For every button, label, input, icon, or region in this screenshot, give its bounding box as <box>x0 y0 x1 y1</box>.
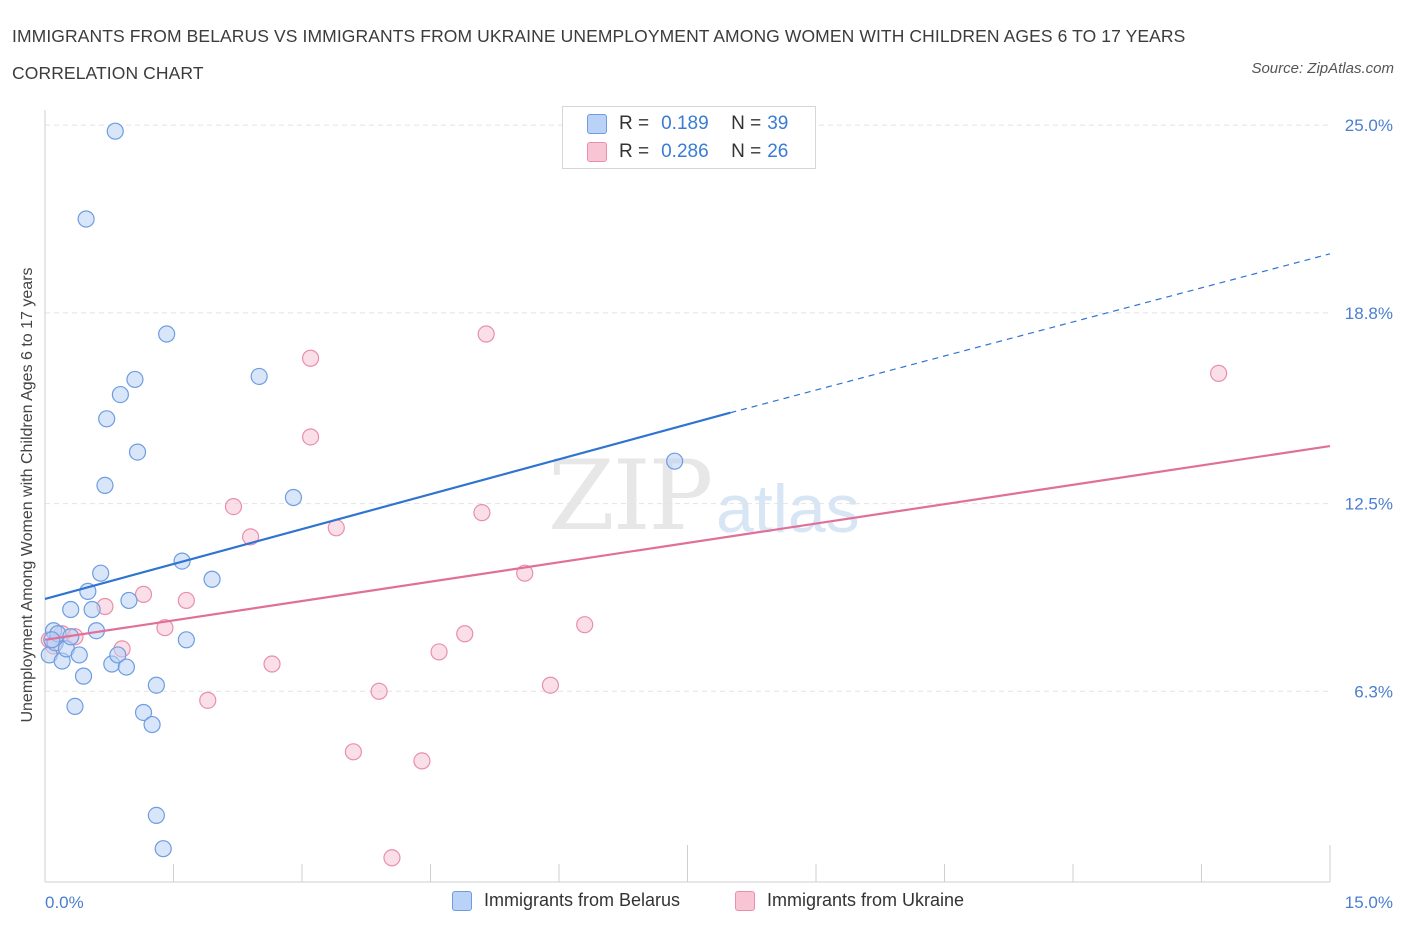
legend-r-belarus: 0.189 <box>661 113 709 134</box>
belarus-trend-line <box>44 411 731 600</box>
belarus-point <box>177 631 195 649</box>
belarus-point <box>126 370 144 389</box>
belarus-point <box>109 646 127 664</box>
belarus-point <box>74 667 93 685</box>
series-label-ukraine: Immigrants from Ukraine <box>767 890 965 910</box>
legend-swatch-ukraine <box>587 142 607 162</box>
x-tick-label: 15.0% <box>1345 893 1393 912</box>
belarus-point <box>158 325 176 343</box>
legend-n-ukraine: 26 <box>767 141 789 162</box>
belarus-point <box>666 452 684 470</box>
legend-row-belarus: R = 0.189 N = 39 <box>587 112 788 136</box>
watermark-zip: ZIP <box>548 440 713 552</box>
belarus-point <box>117 658 135 676</box>
ukraine-point <box>516 564 534 582</box>
ukraine-point <box>199 691 217 709</box>
ukraine-point <box>473 504 491 522</box>
y-tick-label: 6.3% <box>1354 682 1393 701</box>
ukraine-point <box>370 682 388 700</box>
belarus-point <box>143 715 161 734</box>
ukraine-point <box>383 849 401 867</box>
belarus-point <box>83 600 101 619</box>
belarus-point <box>134 703 153 722</box>
belarus-point <box>128 443 147 461</box>
y-tick-label: 12.5% <box>1345 495 1393 514</box>
ukraine-point <box>134 585 153 603</box>
legend-r-label: R = <box>619 141 650 162</box>
legend-n-label: N = <box>731 141 762 162</box>
ukraine-point <box>413 752 431 770</box>
legend-row-ukraine: R = 0.286 N = 26 <box>587 140 788 164</box>
y-tick-label: 18.8% <box>1345 304 1393 323</box>
legend-swatch-belarus <box>587 114 607 134</box>
ukraine-point <box>1210 364 1228 382</box>
legend-r-label: R = <box>619 113 650 134</box>
legend-n-label: N = <box>731 113 762 134</box>
ukraine-point <box>263 655 281 673</box>
belarus-point <box>111 385 129 404</box>
belarus-point <box>96 476 114 495</box>
x-tick-label: 0.0% <box>45 893 84 912</box>
belarus-point <box>98 410 116 428</box>
source-credit: Source: ZipAtlas.com <box>1251 60 1394 77</box>
ukraine-point <box>456 625 474 643</box>
belarus-point <box>147 806 165 824</box>
belarus-point <box>147 676 165 694</box>
ukraine-point <box>541 676 560 694</box>
belarus-point <box>92 564 110 582</box>
chart-title: IMMIGRANTS FROM BELARUS VS IMMIGRANTS FR… <box>12 26 1186 83</box>
series-swatch-ukraine <box>735 890 755 911</box>
belarus-point <box>250 367 268 386</box>
y-tick-label: 25.0% <box>1345 116 1393 135</box>
belarus-point <box>203 570 221 588</box>
ukraine-point <box>177 591 195 610</box>
ukraine-point <box>576 616 594 634</box>
belarus-point <box>106 122 124 140</box>
ukraine-point <box>430 643 448 661</box>
series-legend-ukraine[interactable]: Immigrants from Ukraine <box>735 890 964 911</box>
legend-r-ukraine: 0.286 <box>661 141 709 162</box>
belarus-point <box>66 697 84 716</box>
ukraine-point <box>477 325 495 343</box>
ukraine-point <box>301 428 320 446</box>
series-legend: Immigrants from Belarus Immigrants from … <box>0 890 1406 916</box>
correlation-legend: R = 0.189 N = 39 R = 0.286 N = 26 <box>562 106 816 169</box>
belarus-point <box>120 591 138 610</box>
series-swatch-belarus <box>452 890 472 911</box>
ukraine-point <box>156 619 174 637</box>
ukraine-trend-line <box>44 444 1331 641</box>
belarus-point <box>284 488 303 507</box>
series-label-belarus: Immigrants from Belarus <box>484 890 681 910</box>
legend-n-belarus: 39 <box>767 113 789 134</box>
belarus-point <box>62 600 80 619</box>
ukraine-point <box>344 743 362 761</box>
belarus-trend-extension <box>730 253 1331 414</box>
ukraine-point <box>301 349 320 367</box>
ukraine-point <box>224 497 243 516</box>
belarus-point <box>154 840 172 858</box>
belarus-point <box>77 210 95 228</box>
series-legend-belarus[interactable]: Immigrants from Belarus <box>452 890 680 911</box>
belarus-point <box>70 646 88 664</box>
